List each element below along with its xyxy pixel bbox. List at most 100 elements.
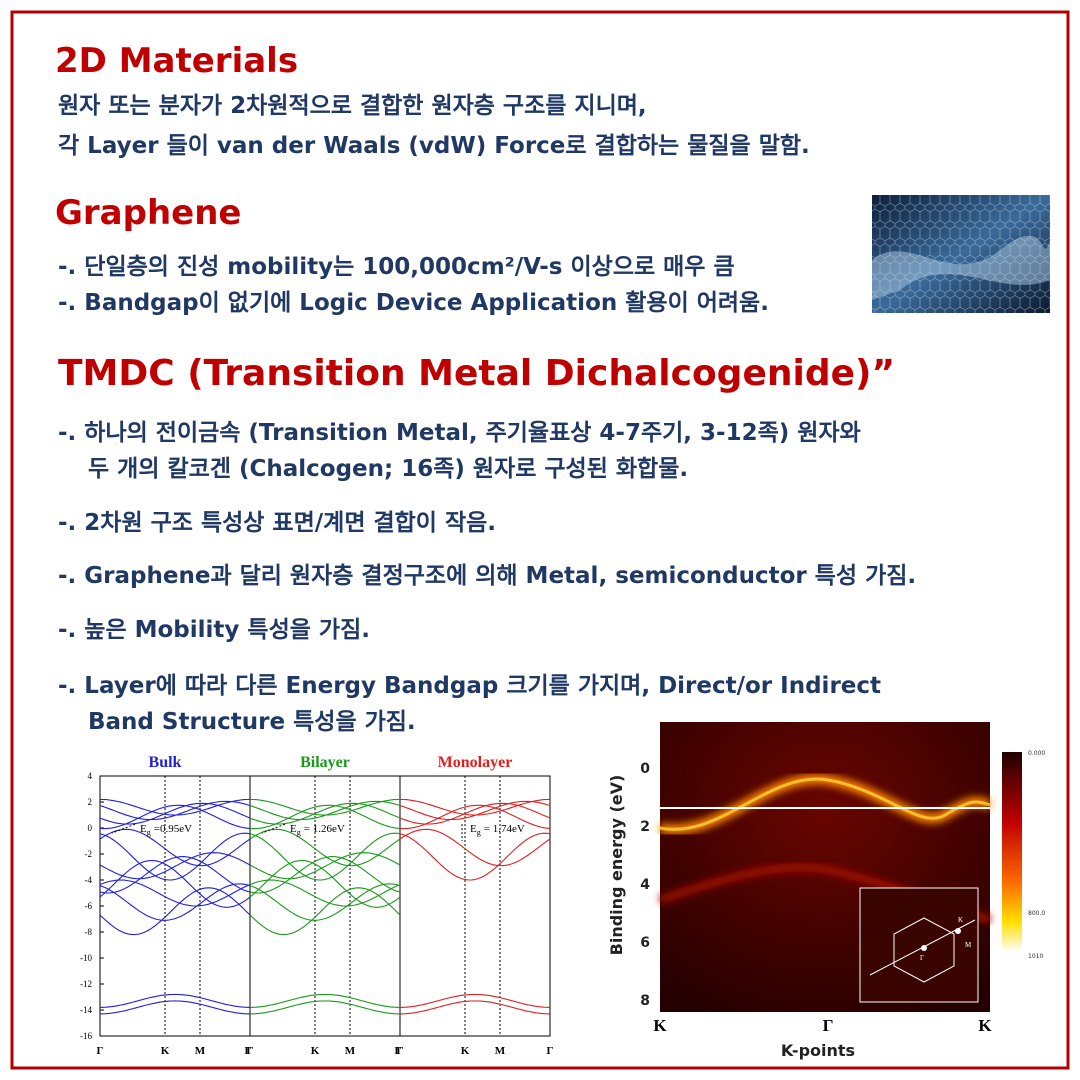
section-title: TMDC (Transition Metal Dichalcogenide)”	[58, 353, 895, 394]
graphene-highlight	[872, 235, 1050, 300]
inset	[859, 887, 979, 1003]
band-curve	[249, 1000, 401, 1015]
band-curve	[99, 804, 251, 830]
band-curve	[99, 828, 251, 867]
band-curve	[249, 804, 401, 830]
y-tick-label: -12	[80, 979, 92, 989]
gap-value: =0.95eV	[154, 823, 192, 835]
gap-sub: g	[297, 828, 301, 837]
bullet: -. 하나의 전이금속 (Transition Metal, 주기율표상 4-7…	[58, 420, 861, 446]
gap-value: = 1.74eV	[484, 823, 525, 835]
y-tick-label: 4	[640, 877, 650, 893]
band-curve	[249, 828, 401, 867]
bullet: -. 단일층의 진성 mobility는 100,000cm²/V-s 이상으로…	[58, 254, 735, 280]
k-label: Γ	[395, 1045, 402, 1057]
bullet: -. Bandgap이 없기에 Logic Device Application…	[58, 290, 769, 316]
band-curve	[249, 883, 401, 921]
k-label: K	[311, 1045, 320, 1057]
band-curve	[249, 800, 401, 821]
gap-symbol: E	[140, 823, 147, 835]
y-tick-label: -8	[85, 927, 93, 937]
band-curve	[99, 883, 251, 921]
inset-point	[955, 928, 961, 934]
band-curve	[249, 856, 401, 894]
body-line: 원자 또는 분자가 2차원적으로 결합한 원자층 구조를 지니며,	[58, 93, 647, 119]
gap-arrow	[261, 823, 286, 834]
band-curve	[399, 993, 551, 1008]
y-tick-label: 0	[88, 823, 93, 833]
arpes-band-core	[659, 777, 991, 831]
bullet: -. 높은 Mobility 특성을 가짐.	[58, 617, 370, 643]
gap-symbol: E	[290, 823, 297, 835]
y-tick-label: -6	[85, 901, 93, 911]
panel-title: Bulk	[149, 754, 182, 771]
k-label: K	[161, 1045, 170, 1057]
x-axis-label: K-points	[781, 1041, 855, 1060]
band-curve	[249, 852, 401, 880]
k-label: M	[345, 1045, 356, 1057]
band-curve	[99, 879, 251, 907]
band-curve	[249, 859, 401, 908]
y-tick-label: 0	[640, 761, 650, 777]
gap-sub: g	[147, 828, 151, 837]
section-title: 2D Materials	[55, 41, 298, 81]
k-label: Γ	[397, 1045, 404, 1057]
brillouin-zone	[893, 917, 955, 983]
y-tick-label: 6	[640, 935, 650, 951]
colorbar-label: 0.000	[1028, 750, 1045, 757]
section-title: Graphene	[55, 193, 242, 233]
band-curve	[249, 993, 401, 1008]
y-tick-label: 8	[640, 993, 650, 1009]
x-tick-label: K	[653, 1016, 667, 1035]
band-curve	[249, 879, 401, 907]
y-tick-label: 2	[640, 819, 650, 835]
y-tick-label: 4	[88, 771, 93, 781]
k-label: Γ	[547, 1045, 554, 1057]
body-line: 각 Layer 들이 van der Waals (vdW) Force로 결합…	[58, 133, 810, 159]
bullet: Band Structure 특성을 가짐.	[88, 709, 416, 735]
band-curve	[399, 800, 551, 821]
colorbar-label: 1010	[1028, 953, 1043, 960]
panel-title: Bilayer	[300, 754, 350, 771]
k-label: K	[461, 1045, 470, 1057]
gap-sub: g	[477, 828, 481, 837]
y-axis-label: Binding energy (eV)	[607, 775, 626, 956]
colorbar-label: 800.0	[1028, 910, 1045, 917]
band-curve	[399, 832, 551, 881]
inset-point	[921, 945, 927, 951]
bullet: 두 개의 칼코겐 (Chalcogen; 16족) 원자로 구성된 화합물.	[88, 456, 688, 482]
band-curve	[99, 859, 251, 908]
inset-label: Γ	[920, 954, 924, 962]
band-curve	[399, 1000, 551, 1015]
inset-label: M	[965, 941, 972, 949]
gap-value: = 1.26eV	[304, 823, 345, 835]
y-tick-label: -14	[80, 1005, 92, 1015]
y-tick-label: 2	[88, 797, 93, 807]
band-curve	[399, 804, 551, 830]
bullet: -. Layer에 따라 다른 Energy Bandgap 크기를 가지며, …	[58, 673, 881, 699]
inset-label: K	[958, 916, 963, 924]
y-tick-label: -10	[80, 953, 92, 963]
band-curve	[99, 800, 251, 821]
bullet: -. 2차원 구조 특성상 표면/계면 결합이 작음.	[58, 510, 496, 536]
colorbar	[1002, 752, 1022, 952]
band-curve	[99, 852, 251, 880]
panel-title: Monolayer	[438, 754, 513, 771]
gap-label: Eg =0.95eV	[140, 823, 192, 837]
band-curve	[249, 887, 401, 936]
y-tick-label: -16	[80, 1031, 92, 1041]
k-label: Γ	[247, 1045, 254, 1057]
gap-arrow	[111, 823, 136, 834]
y-tick-label: -2	[85, 849, 93, 859]
band-curve	[99, 1000, 251, 1015]
band-curve	[99, 856, 251, 894]
k-label: Γ	[97, 1045, 104, 1057]
band-curve	[399, 828, 551, 867]
gap-symbol: E	[470, 823, 477, 835]
band-curve	[249, 832, 401, 881]
bullet: -. Graphene과 달리 원자층 결정구조에 의해 Metal, semi…	[58, 563, 916, 589]
graphene-lattice	[872, 195, 1050, 313]
k-label: Γ	[245, 1045, 252, 1057]
